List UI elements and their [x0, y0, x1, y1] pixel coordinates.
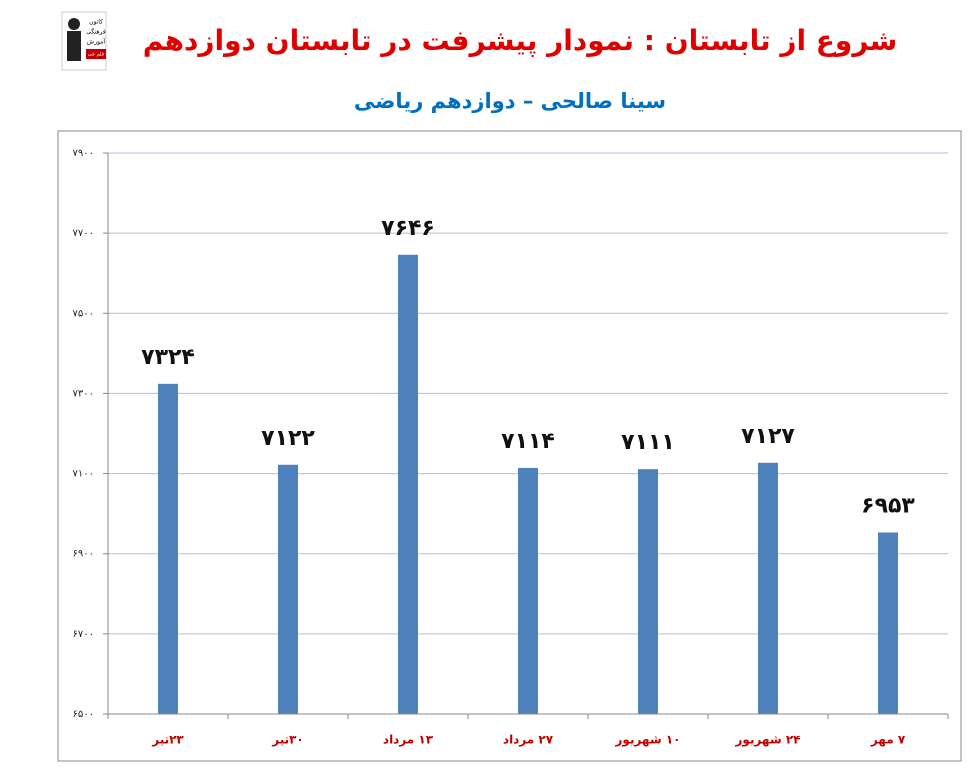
value-label: ۶۹۵۳ [861, 493, 915, 518]
y-tick-label: ۷۵۰۰ [73, 308, 94, 319]
plot-frame [57, 130, 962, 762]
bar [398, 254, 418, 714]
value-label: ۷۳۲۴ [141, 345, 195, 370]
value-label: ۷۱۱۴ [501, 429, 555, 454]
logo-badge [86, 49, 106, 59]
y-tick-label: ۷۳۰۰ [73, 388, 94, 399]
bar [158, 383, 178, 714]
x-tick-label: ۳۰تیر [271, 733, 304, 747]
bar [518, 467, 538, 714]
logo-text: کانون [89, 19, 103, 26]
x-tick-label: ۱۰ شهریور [615, 733, 681, 748]
value-label: ۷۱۱۱ [621, 430, 675, 455]
bar [758, 462, 778, 714]
y-tick-label: ۶۹۰۰ [73, 549, 94, 560]
chart-subtitle: سینا صالحی – دوازدهم ریاضی [354, 89, 666, 113]
x-tick-label: ۲۷ مرداد [503, 733, 554, 747]
x-tick-label: ۲۳تیر [151, 733, 184, 747]
y-tick-label: ۷۱۰۰ [73, 469, 94, 480]
y-tick-label: ۷۷۰۰ [73, 228, 94, 239]
logo-icon [67, 31, 81, 61]
logo-text: آموزش [87, 37, 106, 46]
value-label: ۷۶۴۶ [381, 216, 435, 241]
x-tick-label: ۱۳ مرداد [383, 733, 434, 747]
logo-text: قلم چی [88, 52, 105, 58]
value-label: ۷۱۲۲ [261, 426, 315, 451]
chart-title: شروع از تابستان : نمودار پیشرفت در تابست… [143, 24, 898, 57]
logo: کانون فرهنگی آموزش قلم چی [61, 11, 107, 71]
bar [278, 464, 298, 714]
bar [638, 469, 658, 714]
logo-icon [68, 18, 80, 30]
y-tick-label: ۶۵۰۰ [73, 709, 94, 720]
x-tick-label: ۲۴ شهریور [735, 733, 801, 748]
x-tick-label: ۷ مهر [870, 733, 906, 747]
y-tick-label: ۶۷۰۰ [73, 629, 94, 640]
value-label: ۷۱۲۷ [741, 424, 795, 449]
y-tick-label: ۷۹۰۰ [73, 148, 94, 159]
logo-text: فرهنگی [86, 28, 106, 36]
bar [878, 532, 898, 714]
